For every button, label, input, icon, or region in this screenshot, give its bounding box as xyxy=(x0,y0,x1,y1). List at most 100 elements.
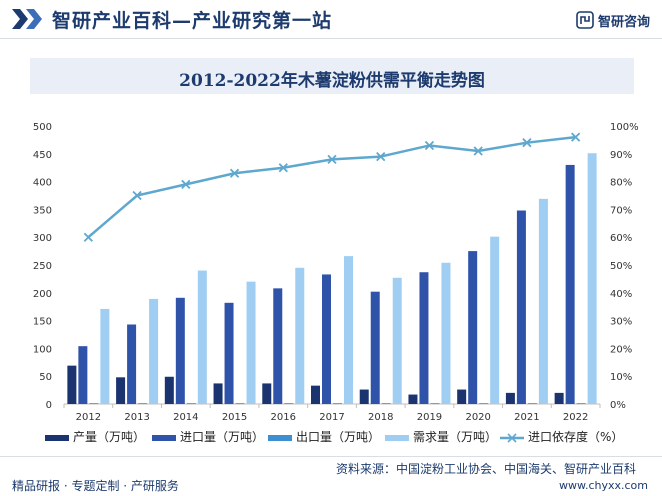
legend-swatch-dependency xyxy=(500,432,524,443)
bar-demand xyxy=(344,256,353,404)
bar-demand xyxy=(441,262,451,404)
x-tick-label: 2021 xyxy=(514,412,539,423)
bar-production xyxy=(164,376,174,404)
bar-demand xyxy=(392,277,402,404)
bar-demand xyxy=(587,153,597,404)
bar-export xyxy=(381,403,391,404)
legend-swatch-production xyxy=(45,434,69,441)
dependency-marker xyxy=(522,138,532,148)
bar-production xyxy=(408,394,418,404)
y2-tick-label: 50% xyxy=(610,261,632,272)
bar-export xyxy=(186,403,196,404)
x-tick-label: 2019 xyxy=(417,412,442,423)
bar-demand xyxy=(100,308,110,404)
bar-demand xyxy=(149,298,159,404)
dependency-marker xyxy=(278,163,288,173)
footer-url: www.chyxx.com xyxy=(558,479,648,492)
y-tick-label: 0 xyxy=(46,400,52,411)
y-tick-label: 100 xyxy=(33,344,52,355)
y-tick-label: 400 xyxy=(33,178,52,189)
chart-title: 2012-2022年木薯淀粉供需平衡走势图 xyxy=(179,71,485,91)
chevron-double-icon xyxy=(12,9,42,29)
dependency-marker xyxy=(424,140,435,151)
bar-production xyxy=(262,383,272,404)
footer-slogan: 精品研报 · 专题定制 · 产研服务 xyxy=(12,479,179,493)
legend-label-import: 进口量（万吨） xyxy=(180,430,265,444)
legend-item-export: 出口量（万吨） xyxy=(268,428,380,445)
y-tick-label: 50 xyxy=(39,372,52,383)
bar-production xyxy=(457,389,467,404)
bar-import xyxy=(468,251,478,404)
y-tick-label: 200 xyxy=(33,289,52,300)
dependency-marker xyxy=(473,146,483,156)
y2-tick-label: 100% xyxy=(610,122,639,133)
y2-tick-label: 80% xyxy=(610,178,632,189)
x-tick-label: 2015 xyxy=(222,412,247,423)
bar-export xyxy=(430,403,440,404)
bar-export xyxy=(89,403,99,404)
bar-import xyxy=(322,274,331,404)
y-tick-label: 150 xyxy=(33,317,52,328)
bar-production xyxy=(116,377,126,404)
site-title: 智研产业百科—产业研究第一站 xyxy=(52,10,333,32)
dependency-line xyxy=(87,135,576,239)
bar-production xyxy=(505,392,515,404)
legend-item-production: 产量（万吨） xyxy=(45,428,145,445)
bar-import xyxy=(175,297,185,404)
legend-label-export: 出口量（万吨） xyxy=(296,430,381,444)
x-tick-label: 2013 xyxy=(124,412,149,423)
bar-demand xyxy=(197,270,207,404)
bar-import xyxy=(224,302,234,404)
dependency-marker xyxy=(181,179,191,190)
bar-export xyxy=(235,403,245,404)
dependency-marker xyxy=(83,232,93,242)
source-note: 资料来源：中国淀粉工业协会、中国海关、智研产业百科 xyxy=(335,462,636,476)
y-tick-label: 250 xyxy=(33,261,52,272)
x-tick-label: 2018 xyxy=(368,412,393,423)
x-tick-label: 2022 xyxy=(563,412,588,423)
y2-tick-label: 90% xyxy=(610,150,632,161)
legend-swatch-demand xyxy=(385,434,409,441)
bar-demand xyxy=(295,267,305,404)
bar-import xyxy=(565,164,575,404)
bar-production xyxy=(67,365,77,404)
y2-tick-label: 20% xyxy=(610,344,632,355)
y2-tick-label: 30% xyxy=(610,317,632,328)
bar-demand xyxy=(490,236,500,404)
legend-item-demand: 需求量（万吨） xyxy=(385,428,497,445)
legend-label-dependency: 进口依存度（%） xyxy=(528,430,624,444)
legend-label-production: 产量（万吨） xyxy=(73,430,146,444)
y-tick-label: 350 xyxy=(33,205,52,216)
bar-demand xyxy=(538,198,548,404)
brand-name: 智研咨询 xyxy=(598,15,651,30)
bar-import xyxy=(370,291,380,404)
dependency-marker xyxy=(327,154,337,164)
y2-tick-label: 60% xyxy=(610,233,632,244)
legend: 产量（万吨） 进口量（万吨） 出口量（万吨） 需求量（万吨） 进口依存度（%） xyxy=(0,426,662,446)
x-tick-label: 2012 xyxy=(76,412,101,423)
legend-swatch-import xyxy=(152,434,176,441)
legend-label-demand: 需求量（万吨） xyxy=(413,430,498,444)
dependency-marker xyxy=(229,168,240,178)
bar-import xyxy=(273,288,283,404)
bar-export xyxy=(527,403,537,404)
bar-import xyxy=(419,272,429,404)
bar-demand xyxy=(246,281,256,404)
y2-tick-label: 70% xyxy=(610,205,632,216)
dependency-marker xyxy=(132,190,142,201)
y-tick-label: 450 xyxy=(33,150,52,161)
y-tick-label: 300 xyxy=(33,233,52,244)
dependency-marker xyxy=(376,151,386,162)
footer-bar: 资料来源：中国淀粉工业协会、中国海关、智研产业百科 精品研报 · 专题定制 · … xyxy=(0,456,662,496)
bar-export xyxy=(284,403,294,404)
x-tick-label: 2014 xyxy=(173,412,198,423)
chart-title-band: 2012-2022年木薯淀粉供需平衡走势图 xyxy=(30,58,634,94)
dependency-marker xyxy=(570,132,581,142)
bar-import xyxy=(78,346,88,404)
bar-production xyxy=(311,385,320,404)
header-bar: 智研产业百科—产业研究第一站 智研咨询 xyxy=(0,0,662,39)
y-tick-label: 500 xyxy=(33,122,52,133)
legend-item-dependency: 进口依存度（%） xyxy=(500,428,623,445)
bar-import xyxy=(516,210,526,404)
